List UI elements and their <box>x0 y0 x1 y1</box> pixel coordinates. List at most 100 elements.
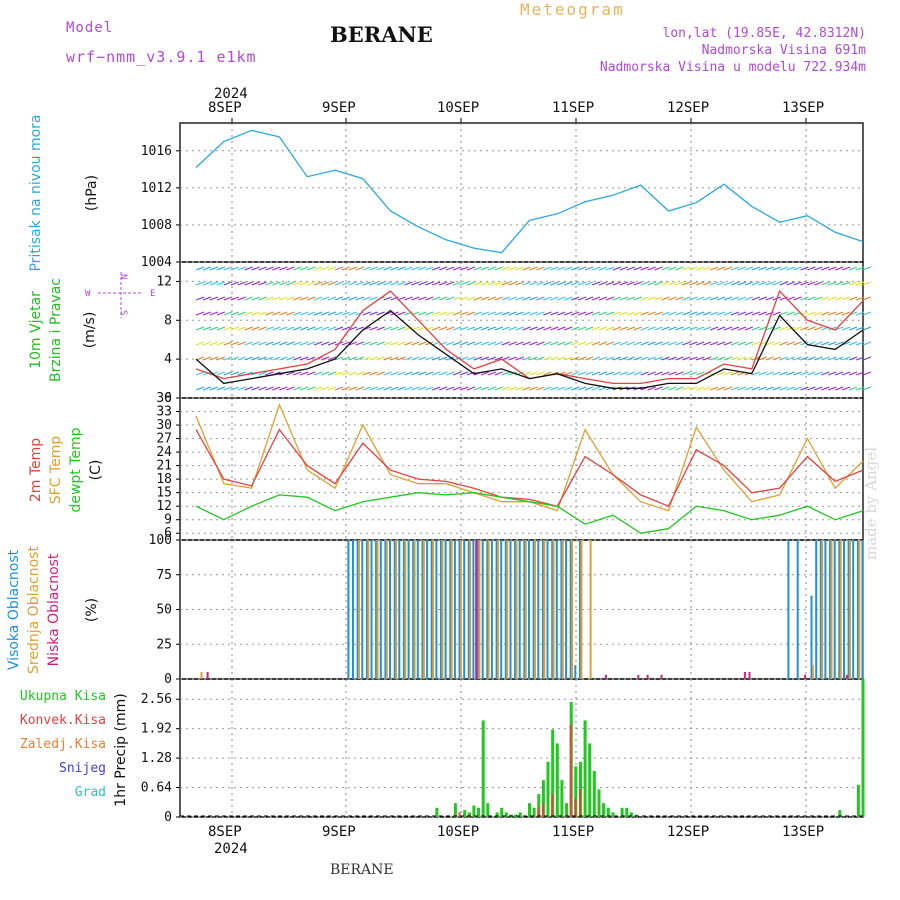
wind-barb <box>202 356 212 361</box>
wind-barb <box>411 296 420 301</box>
wind-barb <box>543 356 552 361</box>
wind-barb <box>202 386 212 391</box>
wind-barb <box>529 371 538 376</box>
wind-barb <box>640 296 649 301</box>
wind-barb <box>272 296 281 301</box>
wind-barb <box>647 281 656 286</box>
wind-barb <box>286 326 295 331</box>
wind-barb <box>730 356 740 361</box>
wind-barb <box>709 356 719 361</box>
wind-barb <box>564 266 573 271</box>
wind-barb <box>480 341 490 346</box>
wind-barb <box>814 326 823 331</box>
wind-barb <box>862 296 872 301</box>
wind-barb <box>821 281 830 286</box>
wind-barb <box>834 311 844 316</box>
wind-barb <box>265 356 274 361</box>
wind-barb <box>286 311 295 316</box>
wind-barb <box>202 311 212 316</box>
precip-bar-0 <box>625 807 629 817</box>
wind-barb <box>730 371 740 376</box>
wind-barb <box>355 281 365 286</box>
wind-barb <box>779 356 788 361</box>
wind-barb <box>334 281 344 286</box>
wind-barb <box>814 371 823 376</box>
wind-barb <box>647 356 656 361</box>
cloud-bar-0 <box>453 540 456 679</box>
wind-barb <box>682 356 691 361</box>
wind-barb <box>654 371 663 376</box>
wind-barb <box>682 296 691 301</box>
wind-barb <box>244 341 253 346</box>
wind-barb <box>293 326 302 331</box>
wind-barb <box>327 311 337 316</box>
wind-barb <box>515 281 524 286</box>
wind-barb <box>605 371 615 376</box>
wind-barb <box>716 371 726 376</box>
cloud-bar-1 <box>459 540 462 679</box>
wind-barb <box>286 341 295 346</box>
wind-barb <box>696 311 705 316</box>
wind-barb <box>668 281 677 286</box>
wind-barb <box>529 326 538 331</box>
wind-barb <box>362 311 371 316</box>
x-tick-label-top: 10SEP <box>437 100 479 116</box>
wind-barb <box>598 281 608 286</box>
wind-barb <box>445 371 455 376</box>
wind-barb <box>654 356 663 361</box>
wind-barb <box>723 311 733 316</box>
wind-barb <box>286 296 295 301</box>
wind-barb <box>647 326 656 331</box>
cloud-bar-1 <box>441 540 444 679</box>
wind-barb <box>758 296 767 301</box>
wind-barb <box>473 356 483 361</box>
wind-barb <box>536 266 545 271</box>
y-tick-label: 1.92 <box>141 722 172 737</box>
wind-barb <box>633 311 642 316</box>
wind-barb <box>619 326 629 331</box>
wind-barb <box>591 356 601 361</box>
cloud-bar-0 <box>389 540 391 679</box>
wind-barb <box>320 281 330 286</box>
wind-barb <box>529 266 538 271</box>
wind-barb <box>355 266 365 271</box>
wind-barb <box>230 311 239 316</box>
wind-barb <box>300 341 309 346</box>
wind-barb <box>293 296 302 301</box>
wind-barb <box>633 296 642 301</box>
wind-barb <box>626 311 635 316</box>
wind-barb <box>494 296 503 301</box>
wind-barb <box>355 371 365 376</box>
wind-barb <box>501 281 510 286</box>
wind-barb <box>730 326 740 331</box>
wind-barb <box>272 311 281 316</box>
ylabel-precip: 1hr Precip (mm) <box>113 693 129 806</box>
wind-barb <box>425 386 434 391</box>
wind-barb <box>348 281 358 286</box>
wind-barb <box>376 341 385 346</box>
wind-barb <box>445 356 455 361</box>
cloud-bar-0 <box>486 540 489 679</box>
wind-barb <box>834 296 844 301</box>
wind-barb <box>696 341 705 346</box>
precip-legend-item: Zaledj.Kisa <box>20 737 106 752</box>
cloud-bar-2 <box>804 674 807 679</box>
wind-barb <box>432 371 441 376</box>
wind-barb <box>696 326 705 331</box>
wind-barb <box>862 356 872 361</box>
cloud-bar-0 <box>402 540 405 679</box>
wind-barb <box>744 266 754 271</box>
wind-barb <box>327 386 337 391</box>
wind-barb <box>313 326 323 331</box>
wind-barb <box>508 341 517 346</box>
wind-barb <box>633 341 642 346</box>
wind-barb <box>341 326 351 331</box>
cloud-bar-0 <box>430 540 433 679</box>
wind-barb <box>195 296 205 301</box>
precip-bar-0 <box>537 794 541 817</box>
cloud-bar-0 <box>824 540 827 679</box>
wind-barb <box>355 341 365 346</box>
wind-barb <box>543 386 552 391</box>
wind-barb <box>536 281 545 286</box>
cloud-bar-1 <box>830 540 833 679</box>
